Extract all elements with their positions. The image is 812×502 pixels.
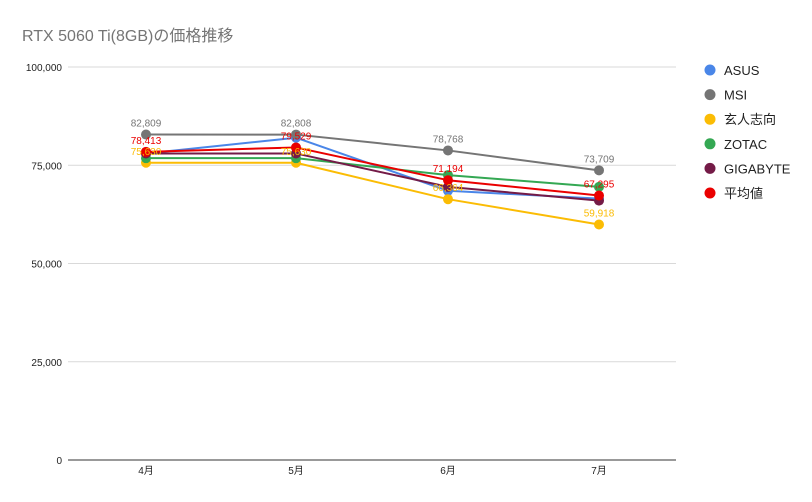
legend-marker	[704, 64, 716, 76]
data-label: 79,529	[281, 131, 312, 142]
data-label: 67,295	[584, 180, 615, 191]
data-point	[443, 194, 453, 205]
data-label: 78,768	[433, 134, 464, 145]
legend-label: MSI	[724, 88, 747, 103]
series-line-1	[145, 133, 600, 172]
data-point	[141, 146, 151, 157]
x-tick-label: 6月	[440, 465, 456, 477]
legend-marker	[704, 162, 716, 174]
legend-label: ZOTAC	[724, 137, 767, 152]
data-point	[594, 219, 604, 230]
legend: ASUS MSI 玄人志向 ZOTAC GIGABYTE 平均値	[704, 63, 791, 201]
chart-title: RTX 5060 Ti(8GB)の価格推移	[22, 27, 233, 45]
data-label: 82,809	[131, 119, 162, 130]
legend-marker	[704, 89, 716, 101]
y-axis-labels: 0 25,000 50,000 75,000 100,000	[26, 63, 63, 467]
legend-label: ASUS	[724, 63, 760, 78]
gridlines	[68, 66, 676, 461]
legend-label: 平均値	[724, 186, 763, 201]
legend-marker	[704, 138, 716, 150]
data-point	[443, 175, 453, 186]
data-label: 82,808	[281, 119, 312, 130]
data-point	[594, 165, 604, 176]
data-label: 75,630	[131, 147, 162, 158]
series-line-4	[146, 152, 600, 202]
data-labels: 82,809 82,808 78,768 73,709 75,630 75,630 66,3…	[131, 119, 615, 220]
x-tick-label: 7月	[591, 465, 607, 477]
series-points	[141, 129, 604, 230]
data-point	[291, 142, 301, 153]
x-tick-label: 5月	[288, 465, 304, 477]
series-lines	[145, 133, 600, 226]
y-tick-label: 0	[56, 456, 62, 467]
data-label: 59,918	[584, 209, 615, 220]
y-tick-label: 75,000	[31, 161, 62, 172]
data-label: 66,364	[433, 183, 464, 194]
data-label: 75,630	[281, 147, 312, 158]
data-label: 78,413	[131, 136, 162, 147]
x-axis-labels: 4月 5月 6月 7月	[138, 465, 607, 477]
legend-marker	[704, 113, 716, 125]
series-line-3	[146, 157, 600, 188]
legend-label: GIGABYTE	[724, 161, 791, 176]
data-point	[594, 181, 604, 192]
data-point	[141, 129, 151, 140]
data-point	[291, 129, 301, 140]
y-tick-label: 50,000	[31, 260, 62, 271]
data-label: 73,709	[584, 154, 615, 165]
y-tick-label: 25,000	[31, 358, 62, 369]
data-point	[594, 190, 604, 201]
data-point	[443, 145, 453, 156]
series-line-5	[145, 146, 600, 197]
data-label: 71,194	[433, 164, 464, 175]
x-tick-label: 4月	[138, 465, 154, 477]
series-line-2	[146, 161, 600, 226]
legend-marker	[704, 187, 716, 199]
y-tick-label: 100,000	[26, 63, 63, 74]
legend-label: 玄人志向	[724, 112, 776, 127]
